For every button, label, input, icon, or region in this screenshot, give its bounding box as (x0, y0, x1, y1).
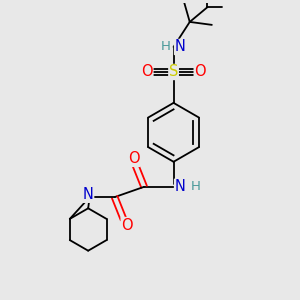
Text: N: N (175, 39, 185, 54)
Text: N: N (175, 179, 185, 194)
Text: N: N (83, 187, 94, 202)
Text: H: H (160, 40, 170, 53)
Text: O: O (128, 151, 140, 166)
Text: O: O (141, 64, 153, 80)
Text: H: H (191, 180, 201, 193)
Text: O: O (121, 218, 133, 232)
Text: S: S (169, 64, 178, 80)
Text: O: O (194, 64, 206, 80)
